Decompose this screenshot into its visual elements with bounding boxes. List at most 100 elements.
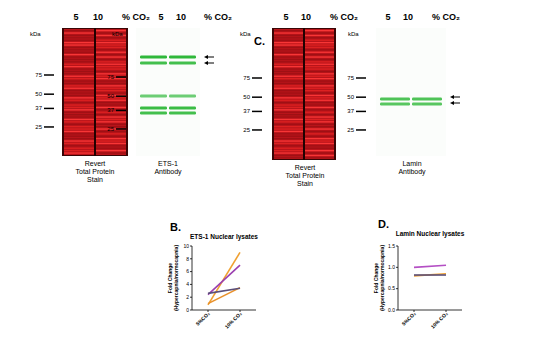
blot-band bbox=[64, 133, 94, 134]
blot-band bbox=[305, 68, 334, 69]
blot-background bbox=[136, 28, 200, 156]
marker-tick bbox=[44, 93, 54, 95]
lane-gap bbox=[94, 28, 96, 156]
blot-band bbox=[305, 42, 334, 43]
blot-band bbox=[305, 37, 334, 38]
blot-band bbox=[64, 49, 94, 50]
blot-band bbox=[274, 76, 303, 77]
x-tick-label: 5%CO₂ bbox=[400, 310, 416, 326]
blot-image bbox=[62, 28, 128, 156]
blot-band bbox=[274, 143, 303, 144]
blot-band bbox=[305, 52, 334, 53]
marker-tick bbox=[116, 76, 126, 78]
blot-band bbox=[140, 95, 167, 98]
marker-label: 25 bbox=[35, 124, 42, 130]
blot-band bbox=[64, 128, 94, 129]
blot-band bbox=[96, 116, 126, 117]
series-line bbox=[208, 288, 240, 304]
blot-band bbox=[305, 90, 334, 91]
blot-band bbox=[64, 131, 94, 132]
blot-band bbox=[64, 145, 94, 146]
y-tick-label: 4 bbox=[186, 281, 189, 287]
blot-band bbox=[96, 42, 126, 43]
arrow-shaft bbox=[207, 63, 214, 64]
y-axis bbox=[398, 246, 399, 310]
marker-label: 37 bbox=[35, 105, 42, 111]
marker-label: 75 bbox=[243, 75, 250, 81]
blot-band bbox=[305, 109, 334, 110]
y-tick bbox=[396, 246, 398, 247]
kda-label: kDa bbox=[240, 31, 251, 37]
blot-band bbox=[96, 143, 126, 144]
blot-band bbox=[305, 92, 334, 93]
blot-band bbox=[274, 145, 303, 146]
blot-band bbox=[96, 150, 126, 151]
blot-band bbox=[64, 150, 94, 151]
blot-band bbox=[305, 80, 334, 81]
blot-band bbox=[96, 80, 126, 81]
panel-label: B. bbox=[170, 221, 181, 233]
blot-band bbox=[64, 148, 94, 149]
marker-label: 25 bbox=[347, 127, 354, 133]
blot-band bbox=[64, 44, 94, 45]
blot-band bbox=[274, 61, 303, 62]
blot-band bbox=[96, 71, 126, 72]
marker-label: 37 bbox=[107, 107, 114, 113]
blot-panel: 510% CO₂kDa75503725ETS-1Antibody bbox=[107, 12, 232, 176]
blot-band bbox=[64, 95, 94, 96]
blot-band bbox=[305, 47, 334, 48]
blot-band bbox=[274, 148, 303, 149]
blot-band bbox=[305, 100, 334, 101]
blot-band bbox=[96, 140, 126, 141]
blot-band bbox=[274, 102, 303, 103]
blot-band bbox=[274, 95, 303, 96]
blot-band bbox=[64, 112, 94, 113]
blot-band bbox=[64, 73, 94, 74]
blot-band bbox=[305, 152, 334, 153]
caption: Total Protein bbox=[76, 168, 115, 175]
y-axis-label-line: (Hypercapnia/normocapnia) bbox=[173, 245, 179, 311]
blot-band bbox=[274, 49, 303, 50]
blot-band bbox=[274, 92, 303, 93]
blot-band bbox=[96, 66, 126, 67]
blot-band bbox=[64, 100, 94, 101]
blot-band bbox=[64, 66, 94, 67]
blot-band bbox=[64, 116, 94, 117]
kda-label: kDa bbox=[348, 31, 359, 37]
blot-band bbox=[305, 128, 334, 129]
marker-tick bbox=[116, 128, 126, 130]
blot-band bbox=[305, 56, 334, 57]
blot-image bbox=[136, 28, 200, 156]
blot-band bbox=[412, 103, 442, 106]
blot-band bbox=[274, 133, 303, 134]
chart-title: Lamin Nuclear lysates bbox=[396, 230, 465, 238]
blot-band bbox=[305, 140, 334, 141]
blot-band bbox=[96, 85, 126, 86]
blot-band bbox=[305, 59, 334, 60]
blot-band bbox=[64, 47, 94, 48]
blot-band bbox=[274, 97, 303, 98]
header-unit: % CO₂ bbox=[330, 12, 358, 22]
blot-band bbox=[305, 145, 334, 146]
figure: 510% CO₂kDa75503725RevertTotal ProteinSt… bbox=[0, 0, 550, 352]
blot-band bbox=[96, 56, 126, 57]
lane-label: 10 bbox=[301, 12, 311, 22]
blot-band bbox=[64, 109, 94, 110]
y-axis-label-line: (Hypercapnia/normocapnia) bbox=[379, 245, 385, 311]
blot-band bbox=[274, 71, 303, 72]
blot-band bbox=[305, 76, 334, 77]
caption: ETS-1 bbox=[158, 160, 178, 167]
blot-band bbox=[96, 145, 126, 146]
blot-band bbox=[64, 126, 94, 127]
blot-band bbox=[64, 52, 94, 53]
y-tick-label: 0 bbox=[186, 307, 189, 313]
y-axis-label: Fold Change(Hypercapnia/normocapnia) bbox=[373, 245, 385, 311]
blot-band bbox=[96, 54, 126, 55]
caption: Antibody bbox=[154, 168, 182, 176]
blot-band bbox=[274, 107, 303, 108]
marker-label: 50 bbox=[243, 94, 250, 100]
blot-band bbox=[96, 121, 126, 122]
blot-band bbox=[274, 131, 303, 132]
blot-band bbox=[64, 59, 94, 60]
blot-band bbox=[64, 138, 94, 139]
